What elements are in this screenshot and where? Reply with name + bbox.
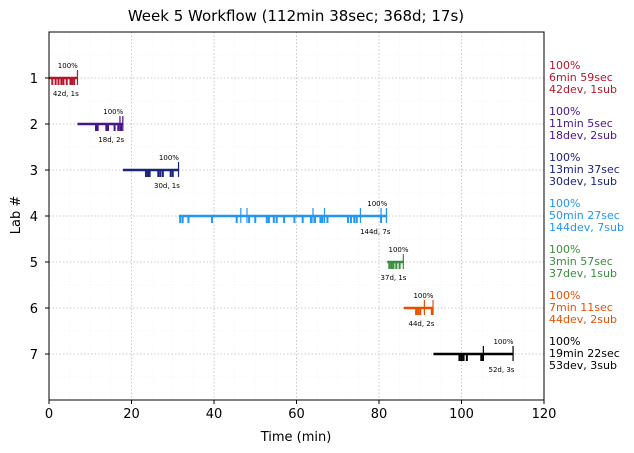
lab-2-count-label: 18d, 2s [98,136,124,144]
lab-6-side-line: 44dev, 2sub [549,313,617,326]
y-tick-label: 3 [30,164,38,179]
lab-7-pct-label: 100% [493,338,513,346]
lab-6-side-line: 100% [549,289,580,302]
x-tick-label: 120 [532,407,557,422]
lab-7-count-label: 52d, 3s [489,366,515,374]
lab-2-group: 100% 18d, 2s [77,108,125,144]
lab-5-group: 100% 37d, 1s [381,246,409,282]
lab-1-group: 100% 42d, 1s [49,62,79,98]
x-tick-label: 60 [288,407,305,422]
lab-2-side-line: 100% [549,105,580,118]
lab-5-side-line: 37dev, 1sub [549,267,617,280]
y-tick-label: 5 [30,256,38,271]
lab-1-pct-label: 100% [58,62,78,70]
data-layer: 100% 42d, 1s 100% 18d, 2s 100% 30d, 1s 100% 144… [49,62,515,374]
x-tick-label: 100 [449,407,474,422]
lab-3-pct-label: 100% [159,154,179,162]
lab-2-side-line: 11min 5sec [549,117,613,130]
lab-5-side-line: 100% [549,243,580,256]
lab-5-count-label: 37d, 1s [381,274,407,282]
axes-layer: 0 20 40 60 80 100 120 1 2 3 4 5 6 7 [30,31,557,422]
chart-title: Week 5 Workflow (112min 38sec; 368d; 17s… [128,7,464,25]
x-axis-label: Time (min) [260,430,332,445]
lab-2-pct-label: 100% [103,108,123,116]
x-tick-label: 80 [371,407,388,422]
lab-6-count-label: 44d, 2s [408,320,434,328]
lab-3-side-line: 30dev, 1sub [549,175,617,188]
lab-1-count-label: 42d, 1s [53,90,79,98]
y-tick-label: 2 [30,118,38,133]
lab-1-side-line: 42dev, 1sub [549,83,617,96]
y-axis-label: Lab # [9,196,24,235]
lab-5-pct-label: 100% [388,246,408,254]
y-tick-label: 6 [30,302,38,317]
y-tick-label: 7 [30,348,38,363]
lab-3-side-line: 13min 37sec [549,163,620,176]
x-tick-label: 40 [206,407,223,422]
lab-5-side-line: 3min 57sec [549,255,613,268]
lab-2-side-line: 18dev, 2sub [549,129,617,142]
lab-1-side-line: 6min 59sec [549,71,613,84]
lab-4-side-line: 144dev, 7sub [549,221,624,234]
lab-3-group: 100% 30d, 1s [122,154,180,190]
lab-6-group: 100% 44d, 2s [403,292,435,328]
lab-4-group: 100% 144d, 7s [178,200,391,236]
lab-3-side-line: 100% [549,151,580,164]
y-tick-label: 1 [30,72,38,87]
y-tick-label: 4 [30,210,38,225]
lab-3-count-label: 30d, 1s [154,182,180,190]
lab-7-group: 100% 52d, 3s [433,338,515,374]
lab-1-side-line: 100% [549,59,580,72]
lab-7-side-line: 19min 22sec [549,347,620,360]
lab-4-side-line: 100% [549,197,580,210]
lab-7-side-line: 53dev, 3sub [549,359,617,372]
lab-4-side-line: 50min 27sec [549,209,620,222]
lab-4-count-label: 144d, 7s [360,228,391,236]
lab-6-side-line: 7min 11sec [549,301,613,314]
x-tick-label: 0 [45,407,53,422]
x-tick-label: 20 [123,407,140,422]
lab-4-pct-label: 100% [367,200,387,208]
lab-7-side-line: 100% [549,335,580,348]
lab-6-pct-label: 100% [413,292,433,300]
